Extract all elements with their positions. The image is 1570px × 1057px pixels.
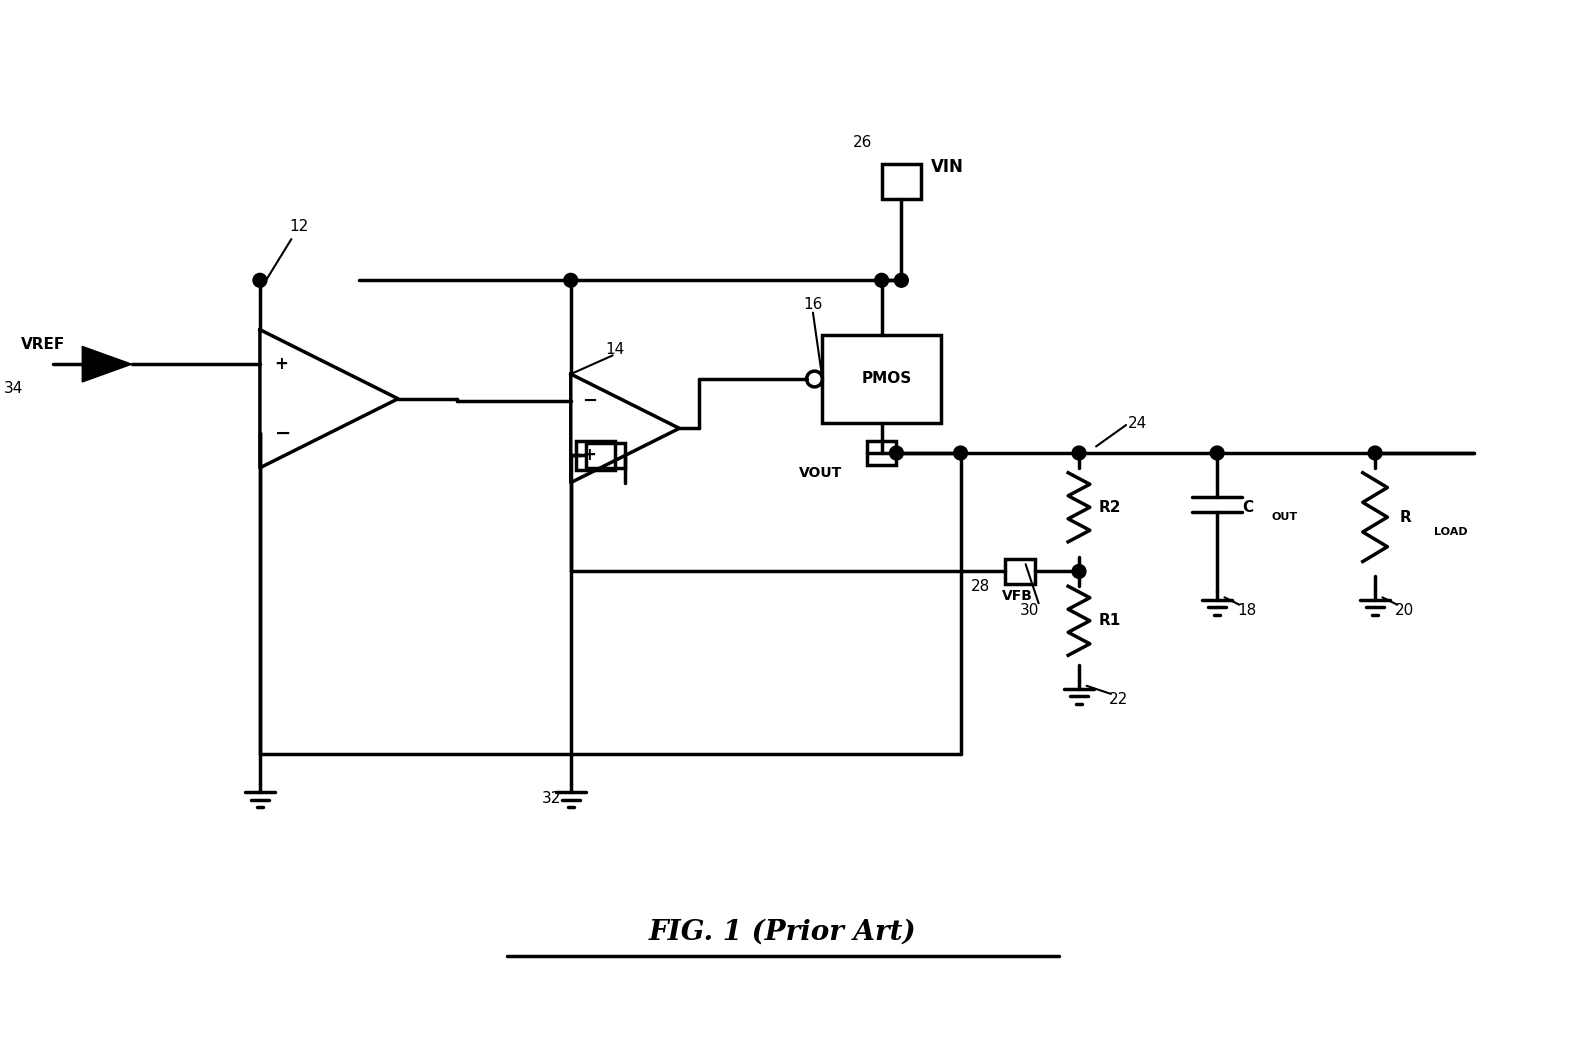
Text: 18: 18 [1237, 604, 1256, 618]
Text: 16: 16 [802, 297, 823, 313]
Text: 14: 14 [606, 341, 625, 357]
Circle shape [1210, 446, 1225, 460]
Text: FIG. 1 (Prior Art): FIG. 1 (Prior Art) [648, 919, 917, 945]
Text: 30: 30 [1020, 604, 1039, 618]
Circle shape [1367, 446, 1382, 460]
Text: −: − [582, 392, 598, 410]
Text: +: + [275, 355, 289, 373]
Text: R2: R2 [1099, 500, 1121, 515]
Text: 34: 34 [3, 382, 24, 396]
Text: 26: 26 [853, 134, 871, 150]
Bar [586, 443, 625, 468]
Text: 32: 32 [542, 791, 560, 805]
Circle shape [253, 274, 267, 288]
Bar [867, 441, 896, 465]
Bar [882, 164, 922, 199]
Circle shape [890, 446, 903, 460]
Text: VFB: VFB [1002, 589, 1033, 604]
Polygon shape [82, 347, 132, 382]
Text: 28: 28 [970, 579, 989, 594]
Text: OUT: OUT [1272, 513, 1297, 522]
Text: 24: 24 [1129, 415, 1148, 431]
Circle shape [1072, 564, 1086, 578]
Circle shape [895, 274, 909, 288]
Text: R: R [1400, 509, 1411, 524]
Text: VREF: VREF [20, 337, 64, 352]
Text: PMOS: PMOS [862, 371, 912, 387]
Text: −: − [275, 424, 290, 443]
Bar [823, 335, 940, 424]
Circle shape [953, 446, 967, 460]
Text: +: + [582, 446, 597, 464]
Circle shape [564, 274, 578, 288]
Circle shape [874, 274, 889, 288]
Text: 12: 12 [261, 219, 309, 288]
Bar [1005, 559, 1035, 583]
Bar [576, 441, 615, 470]
Text: 22: 22 [1108, 692, 1127, 707]
Text: C: C [1242, 500, 1253, 515]
Text: R1: R1 [1099, 613, 1121, 628]
Text: VOUT: VOUT [799, 466, 842, 480]
Text: 20: 20 [1394, 604, 1415, 618]
Text: VIN: VIN [931, 157, 964, 175]
Text: LOAD: LOAD [1435, 527, 1468, 537]
Circle shape [1072, 446, 1086, 460]
